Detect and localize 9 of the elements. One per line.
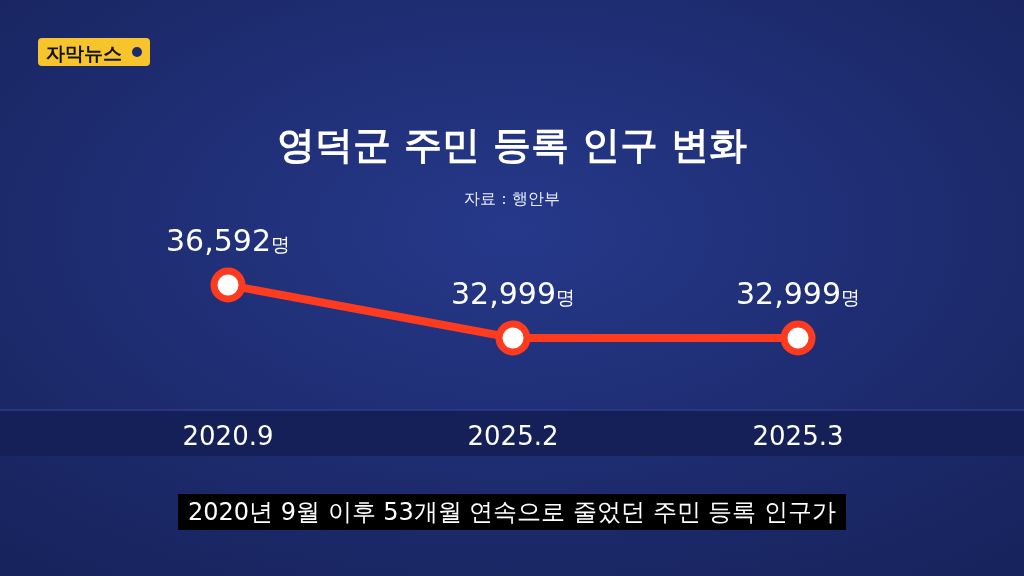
- data-label: 32,999명: [451, 276, 575, 311]
- chart-subtitle: 자료 : 행안부: [464, 189, 560, 208]
- x-tick-label: 2025.2: [467, 421, 559, 451]
- data-label: 32,999명: [736, 276, 860, 311]
- x-tick-label: 2025.3: [752, 421, 844, 451]
- chart-title: 영덕군 주민 등록 인구 변화: [276, 123, 748, 167]
- x-tick-label: 2020.9: [182, 421, 274, 451]
- text: 2020년 9월 이후 53개월 연속으로 줄었던 주민 등록 인구가: [188, 498, 836, 526]
- text: 자막뉴스: [46, 42, 122, 64]
